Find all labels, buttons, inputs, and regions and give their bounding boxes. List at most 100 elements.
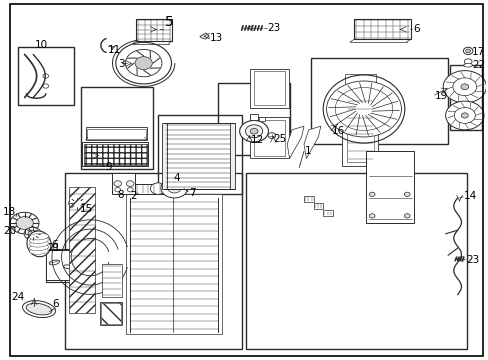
Bar — [100, 302, 122, 325]
Bar — [250, 114, 257, 121]
Circle shape — [452, 78, 476, 96]
Circle shape — [125, 49, 162, 77]
Text: 16: 16 — [331, 126, 344, 136]
Bar — [135, 184, 163, 194]
Text: 3: 3 — [118, 59, 124, 69]
Bar — [229, 123, 234, 189]
Text: 5: 5 — [164, 15, 173, 29]
Ellipse shape — [29, 248, 48, 254]
Ellipse shape — [22, 301, 55, 318]
Circle shape — [10, 212, 39, 234]
Text: 25: 25 — [273, 134, 286, 144]
Bar — [346, 98, 373, 162]
Text: 7: 7 — [188, 188, 195, 198]
Bar — [258, 117, 264, 121]
Bar — [366, 151, 413, 223]
Circle shape — [72, 200, 82, 207]
Polygon shape — [304, 126, 320, 158]
Circle shape — [326, 81, 401, 137]
Ellipse shape — [63, 265, 72, 269]
Circle shape — [116, 42, 171, 84]
Bar — [253, 120, 284, 156]
Circle shape — [245, 125, 262, 138]
Text: 23: 23 — [465, 255, 478, 265]
Text: 20: 20 — [3, 226, 16, 236]
Circle shape — [43, 74, 48, 78]
Bar — [84, 144, 146, 165]
Bar — [65, 173, 241, 348]
Bar — [112, 173, 135, 194]
Circle shape — [368, 214, 374, 218]
Bar — [304, 196, 313, 202]
Text: 19: 19 — [434, 91, 447, 101]
Circle shape — [442, 71, 486, 103]
Bar — [19, 47, 73, 105]
Bar — [101, 303, 121, 324]
Circle shape — [24, 227, 41, 240]
Polygon shape — [200, 33, 208, 39]
Text: 11: 11 — [108, 45, 121, 55]
Bar — [126, 194, 222, 334]
Circle shape — [464, 59, 471, 64]
Circle shape — [267, 133, 275, 138]
Circle shape — [115, 188, 121, 192]
Bar — [46, 250, 77, 280]
Bar — [449, 65, 481, 130]
Text: 22: 22 — [471, 60, 484, 70]
Bar — [253, 71, 284, 105]
Text: 6: 6 — [51, 240, 58, 250]
Circle shape — [43, 84, 48, 88]
Circle shape — [404, 192, 409, 197]
Ellipse shape — [49, 260, 60, 265]
Circle shape — [465, 49, 469, 53]
Polygon shape — [286, 126, 304, 158]
Circle shape — [460, 113, 468, 118]
Circle shape — [135, 57, 152, 69]
Bar — [136, 19, 172, 41]
Circle shape — [445, 101, 483, 130]
Circle shape — [334, 87, 392, 131]
Text: 23: 23 — [266, 23, 280, 33]
Text: 14: 14 — [463, 191, 476, 201]
Text: 9: 9 — [105, 162, 112, 172]
Text: 13: 13 — [209, 33, 223, 43]
Bar — [217, 83, 289, 155]
Circle shape — [69, 197, 86, 210]
Bar — [353, 19, 410, 40]
Ellipse shape — [463, 63, 471, 67]
Bar — [102, 264, 122, 297]
Circle shape — [28, 230, 38, 237]
Bar — [46, 249, 77, 282]
Bar — [313, 203, 323, 209]
Bar — [81, 87, 152, 169]
Text: 21: 21 — [47, 243, 61, 253]
Text: 15: 15 — [80, 204, 93, 214]
Bar — [82, 142, 148, 166]
Bar — [250, 117, 288, 158]
Bar — [162, 123, 167, 189]
Text: 24: 24 — [11, 292, 24, 302]
Bar — [323, 211, 332, 216]
Bar — [69, 187, 95, 313]
Circle shape — [127, 188, 133, 192]
Bar — [250, 69, 288, 108]
Bar — [85, 127, 147, 140]
Circle shape — [463, 47, 472, 54]
Circle shape — [359, 105, 368, 113]
Circle shape — [354, 102, 373, 116]
Circle shape — [368, 192, 374, 197]
Circle shape — [126, 181, 134, 186]
Bar — [87, 129, 145, 139]
Ellipse shape — [29, 244, 48, 251]
Circle shape — [114, 181, 122, 186]
Circle shape — [161, 178, 187, 198]
Circle shape — [404, 214, 409, 218]
Text: 4: 4 — [173, 173, 180, 183]
Circle shape — [239, 121, 268, 142]
Bar — [163, 123, 233, 189]
Ellipse shape — [29, 237, 48, 243]
Ellipse shape — [27, 231, 51, 257]
Text: 10: 10 — [35, 40, 48, 50]
Text: 6: 6 — [412, 24, 419, 35]
Bar — [310, 58, 447, 144]
